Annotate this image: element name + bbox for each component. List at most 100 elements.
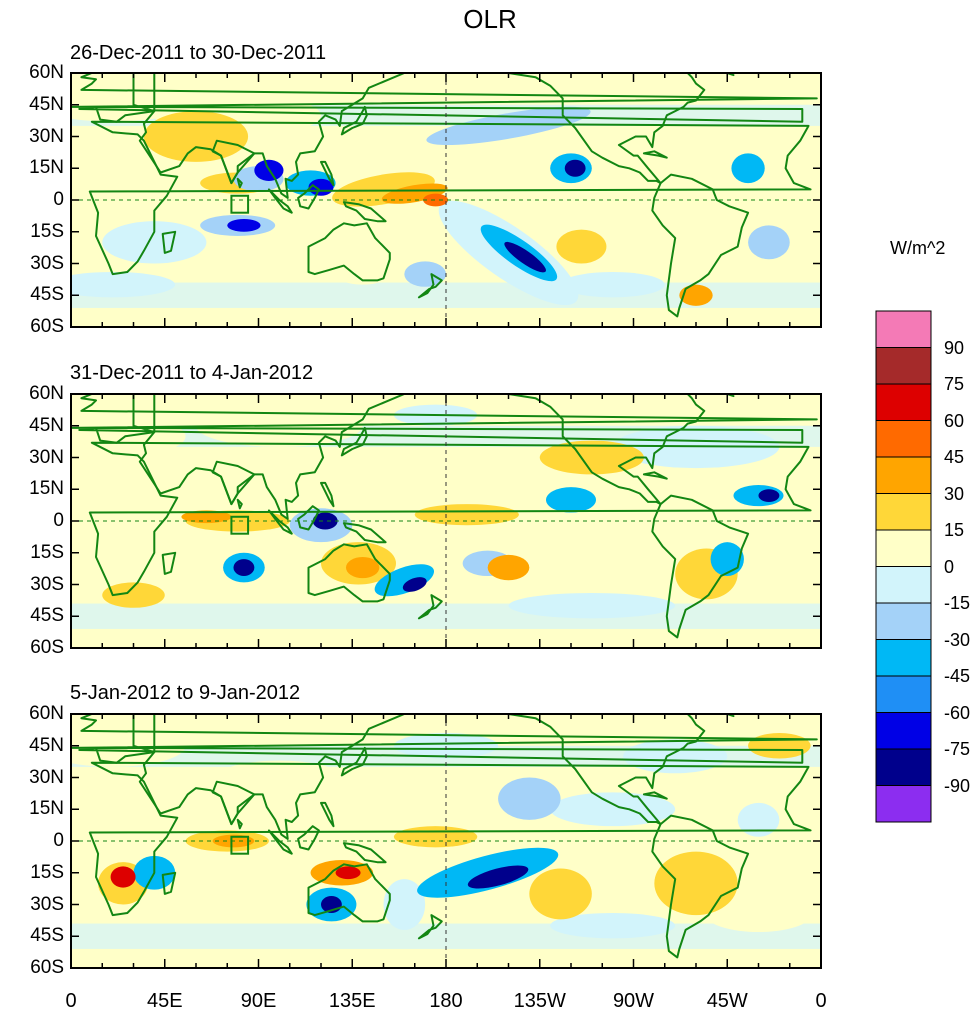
coastline-australia bbox=[307, 543, 391, 603]
lon-label: 0 bbox=[815, 990, 827, 1012]
colorbar-swatch bbox=[875, 383, 932, 421]
figure-title: OLR bbox=[463, 4, 517, 34]
lat-label: 60S bbox=[30, 316, 64, 337]
anomaly-contour bbox=[393, 826, 478, 848]
lat-label: 45S bbox=[30, 284, 64, 306]
anomaly-contour bbox=[529, 868, 592, 920]
lat-label: 60N bbox=[29, 703, 64, 724]
colorbar-tick-label: 60 bbox=[944, 410, 965, 431]
colorbar-tick-label: 75 bbox=[944, 374, 965, 394]
region-box bbox=[230, 194, 250, 214]
colorbar-tick-label: 90 bbox=[944, 337, 965, 358]
colorbar-swatch bbox=[875, 347, 932, 385]
colorbar-tick-label: -30 bbox=[944, 629, 971, 650]
coastline-new-zealand bbox=[417, 594, 443, 620]
coastline-india-hint bbox=[211, 139, 256, 185]
colorbar-swatch bbox=[875, 675, 932, 713]
anomaly-contour bbox=[748, 733, 811, 759]
lat-label: 45N bbox=[29, 414, 64, 436]
colorbar-swatch bbox=[875, 310, 932, 348]
coastline-greenland-hint bbox=[724, 394, 735, 398]
map-panel-2 bbox=[70, 393, 822, 649]
lat-label: 30S bbox=[30, 573, 64, 595]
coastline-north-america bbox=[470, 73, 706, 185]
lat-label: 0 bbox=[53, 830, 64, 851]
coastline-japan bbox=[340, 105, 368, 136]
lat-label: 45S bbox=[30, 605, 64, 627]
lat-label: 15S bbox=[30, 541, 64, 563]
anomaly-contour bbox=[508, 592, 676, 619]
anomaly-contour bbox=[564, 159, 586, 177]
anomaly-contour bbox=[181, 510, 232, 524]
coastline-africa bbox=[88, 441, 812, 597]
lat-label: 45S bbox=[30, 925, 64, 947]
anomaly-contour bbox=[325, 242, 401, 285]
colorbar-tick-label: -60 bbox=[944, 702, 971, 723]
anomaly-contour bbox=[643, 210, 749, 275]
lat-label: 60S bbox=[30, 957, 64, 978]
colorbar-units-label: W/m^2 bbox=[890, 238, 946, 258]
colorbar-tick-label: 0 bbox=[944, 556, 955, 577]
coastline-sri-lanka bbox=[236, 818, 243, 830]
coastline-asia bbox=[138, 714, 406, 840]
coastline-asia bbox=[138, 73, 406, 199]
anomaly-contour bbox=[233, 559, 255, 577]
coastline-borneo bbox=[297, 505, 320, 531]
region-box bbox=[230, 835, 250, 855]
coastline-philippines bbox=[320, 801, 335, 828]
coastline-india-hint bbox=[211, 460, 256, 506]
panel-3-title: 5-Jan-2012 to 9-Jan-2012 bbox=[70, 682, 301, 704]
lat-label: 15N bbox=[29, 157, 64, 179]
anomaly-contour bbox=[623, 739, 728, 774]
colorbar-tick-label: -15 bbox=[944, 593, 971, 613]
panel-1-title: 26-Dec-2011 to 30-Dec-2011 bbox=[70, 42, 327, 64]
colorbar-swatch bbox=[875, 420, 932, 458]
anomaly-contour bbox=[71, 271, 176, 298]
anomaly-contour bbox=[556, 229, 607, 264]
anomaly-contour bbox=[546, 487, 596, 513]
coastline-cuba bbox=[642, 471, 668, 480]
coastline-philippines bbox=[320, 160, 335, 187]
anomaly-contour bbox=[706, 898, 811, 933]
lat-label: 45N bbox=[29, 734, 64, 756]
coastline-south-america bbox=[651, 173, 750, 318]
lat-label: 0 bbox=[53, 189, 64, 210]
coastline-new-guinea bbox=[342, 201, 387, 223]
anomaly-contour bbox=[335, 866, 361, 880]
anomaly-contour bbox=[383, 879, 426, 930]
anomaly-contour bbox=[312, 512, 338, 530]
anomaly-contour bbox=[737, 802, 780, 837]
colorbar-tick-label: 45 bbox=[944, 447, 965, 467]
coastline-australia bbox=[307, 222, 391, 282]
anomaly-contour bbox=[550, 912, 676, 939]
anomaly-contour bbox=[423, 193, 449, 207]
panel-2-title: 31-Dec-2011 to 4-Jan-2012 bbox=[70, 362, 314, 384]
anomaly-contour bbox=[654, 851, 738, 916]
colorbar bbox=[875, 310, 932, 823]
coastline-asia bbox=[138, 394, 406, 520]
colorbar-swatch bbox=[875, 566, 932, 604]
coastline-madagascar bbox=[161, 230, 177, 254]
coastline-greenland-hint bbox=[724, 714, 735, 718]
anomaly-contour bbox=[110, 866, 136, 888]
lon-label: 135E bbox=[328, 990, 376, 1012]
anomaly-contour bbox=[374, 564, 435, 597]
coastline-europe bbox=[71, 714, 818, 764]
lon-label: 90E bbox=[240, 990, 277, 1012]
colorbar-swatch bbox=[875, 456, 932, 494]
coastline-india-hint bbox=[211, 780, 256, 826]
lat-label: 60N bbox=[29, 62, 64, 83]
anomaly-contour bbox=[71, 489, 144, 553]
lat-label: 15N bbox=[29, 798, 64, 820]
coastline-new-guinea bbox=[342, 522, 387, 544]
colorbar-tick-label: -45 bbox=[944, 666, 971, 686]
coastline-borneo bbox=[297, 825, 320, 851]
coastline-north-america bbox=[470, 394, 706, 506]
anomaly-contour bbox=[102, 221, 207, 264]
coastline-new-guinea bbox=[342, 842, 387, 864]
colorbar-swatch bbox=[875, 493, 932, 531]
lat-label: 30S bbox=[30, 893, 64, 915]
lon-label: 135W bbox=[513, 990, 566, 1012]
anomaly-contour bbox=[227, 219, 261, 232]
